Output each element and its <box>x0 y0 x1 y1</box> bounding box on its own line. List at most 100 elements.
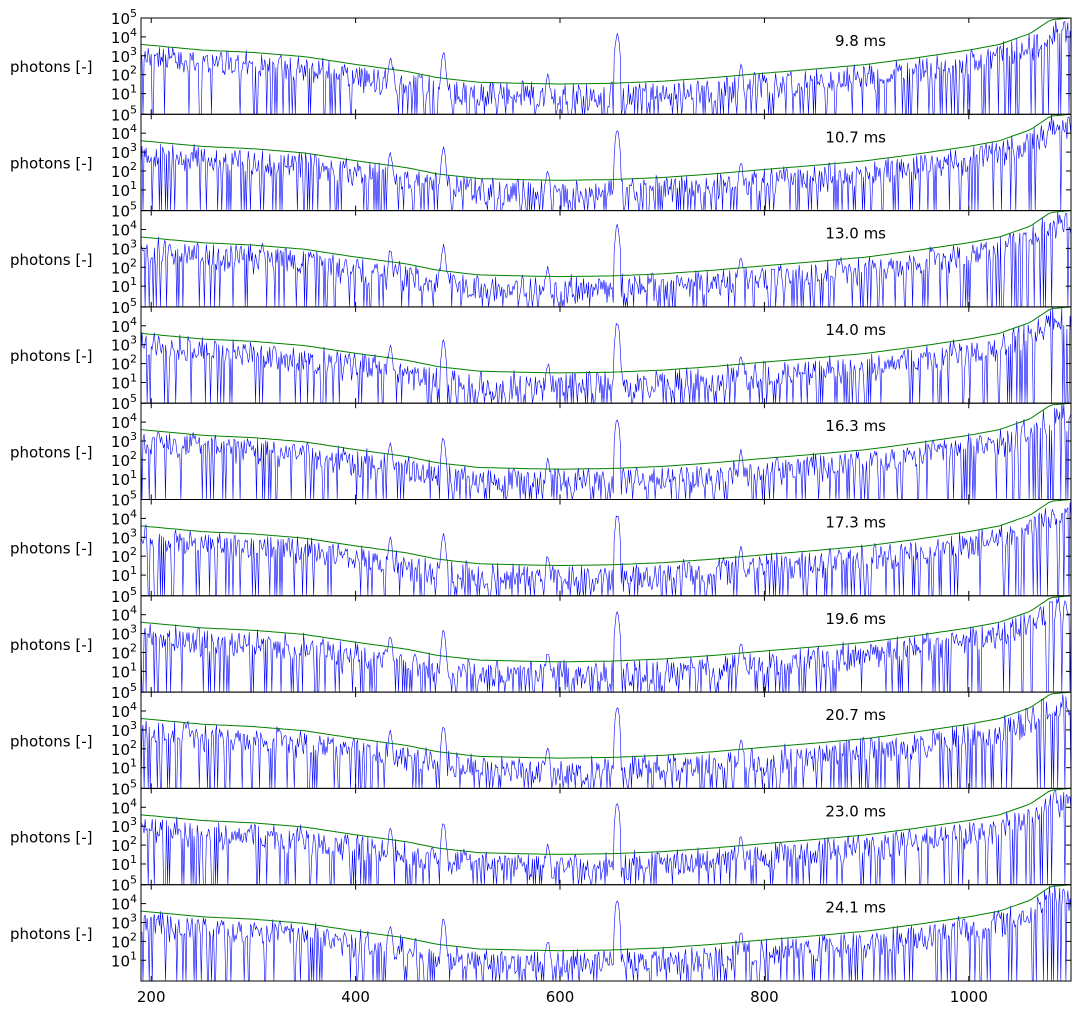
x-tick-label: 400 <box>341 988 370 1006</box>
panel-label: 24.1 ms <box>825 899 886 917</box>
y-tick-label: 104 <box>111 122 137 143</box>
y-tick-label: 103 <box>111 45 137 66</box>
y-tick-label: 101 <box>111 564 137 585</box>
y-tick-label: 105 <box>111 681 137 702</box>
panel-label: 17.3 ms <box>825 514 886 532</box>
x-tick-label: 200 <box>137 988 166 1006</box>
y-tick-label: 104 <box>111 893 137 914</box>
y-tick-label: 104 <box>111 700 137 721</box>
y-tick-label: 103 <box>111 815 137 836</box>
y-tick-label: 103 <box>111 237 137 258</box>
y-tick-label: 104 <box>111 315 137 336</box>
spectrum-line-2 <box>141 114 1071 211</box>
panel-frame-1 <box>140 17 1072 115</box>
y-tick-label: 102 <box>111 256 137 277</box>
spectrum-line-5 <box>141 403 1071 500</box>
y-tick-label: 103 <box>111 141 137 162</box>
envelope-line-6 <box>141 499 1070 566</box>
spectrum-line-9 <box>141 789 1071 885</box>
y-axis-label: photons [-] <box>10 732 92 750</box>
y-tick-label: 103 <box>111 430 137 451</box>
y-axis-label: photons [-] <box>10 251 92 269</box>
y-tick-label: 104 <box>111 796 137 817</box>
envelope-line-2 <box>141 114 1070 181</box>
y-tick-label: 101 <box>111 468 137 489</box>
y-tick-label: 105 <box>111 874 137 895</box>
envelope-line-1 <box>141 18 1070 85</box>
y-tick-label: 103 <box>111 719 137 740</box>
panel-label: 23.0 ms <box>825 802 886 820</box>
y-tick-label: 102 <box>111 64 137 85</box>
envelope-line-9 <box>141 788 1070 855</box>
y-tick-label: 101 <box>111 275 137 296</box>
envelope-line-4 <box>141 306 1070 374</box>
y-axis-label: photons [-] <box>10 154 92 172</box>
panel-label: 19.6 ms <box>825 610 886 628</box>
spectrum-line-1 <box>141 20 1071 115</box>
y-axis-label: photons [-] <box>10 58 92 76</box>
envelope-line-5 <box>141 403 1070 470</box>
y-tick-label: 105 <box>111 392 137 413</box>
y-tick-label: 105 <box>111 7 137 28</box>
y-tick-label: 101 <box>111 179 137 200</box>
y-tick-label: 105 <box>111 103 137 124</box>
y-tick-label: 103 <box>111 911 137 932</box>
y-tick-label: 105 <box>111 200 137 221</box>
panel-label: 16.3 ms <box>825 417 886 435</box>
y-tick-label: 104 <box>111 411 137 432</box>
y-tick-label: 101 <box>111 371 137 392</box>
y-axis-label: photons [-] <box>10 636 92 654</box>
spectrum-line-3 <box>141 211 1071 307</box>
y-tick-label: 102 <box>111 545 137 566</box>
panel-label: 13.0 ms <box>825 225 886 243</box>
spectrum-line-4 <box>141 307 1071 404</box>
y-tick-label: 102 <box>111 930 137 951</box>
panel-frame-8 <box>140 691 1072 789</box>
y-axis-label: photons [-] <box>10 925 92 943</box>
x-tick-label: 600 <box>546 988 575 1006</box>
spectrum-line-8 <box>141 694 1071 789</box>
y-tick-label: 104 <box>111 26 137 47</box>
y-tick-label: 105 <box>111 296 137 317</box>
envelope-line-8 <box>141 692 1070 759</box>
x-tick-label: 1000 <box>950 988 988 1006</box>
panel-frame-3 <box>140 210 1072 308</box>
y-tick-label: 103 <box>111 623 137 644</box>
y-tick-label: 102 <box>111 353 137 374</box>
y-tick-label: 103 <box>111 526 137 547</box>
y-tick-label: 101 <box>111 660 137 681</box>
y-tick-label: 102 <box>111 641 137 662</box>
y-axis-label: photons [-] <box>10 540 92 558</box>
y-tick-label: 102 <box>111 738 137 759</box>
y-tick-label: 102 <box>111 834 137 855</box>
envelope-line-3 <box>141 210 1070 278</box>
y-tick-label: 101 <box>111 853 137 874</box>
y-tick-label: 104 <box>111 604 137 625</box>
spectrum-line-6 <box>141 502 1071 596</box>
panel-label: 20.7 ms <box>825 706 886 724</box>
y-axis-label: photons [-] <box>10 443 92 461</box>
envelope-line-7 <box>141 595 1070 663</box>
y-tick-label: 102 <box>111 160 137 181</box>
panel-frame-10 <box>140 884 1072 982</box>
y-tick-label: 102 <box>111 449 137 470</box>
y-tick-label: 104 <box>111 507 137 528</box>
panel-label: 10.7 ms <box>825 128 886 146</box>
y-axis-label: photons [-] <box>10 829 92 847</box>
spectrum-line-7 <box>141 597 1071 693</box>
panel-label: 9.8 ms <box>835 32 886 50</box>
y-axis-label: photons [-] <box>10 347 92 365</box>
y-tick-label: 104 <box>111 218 137 239</box>
